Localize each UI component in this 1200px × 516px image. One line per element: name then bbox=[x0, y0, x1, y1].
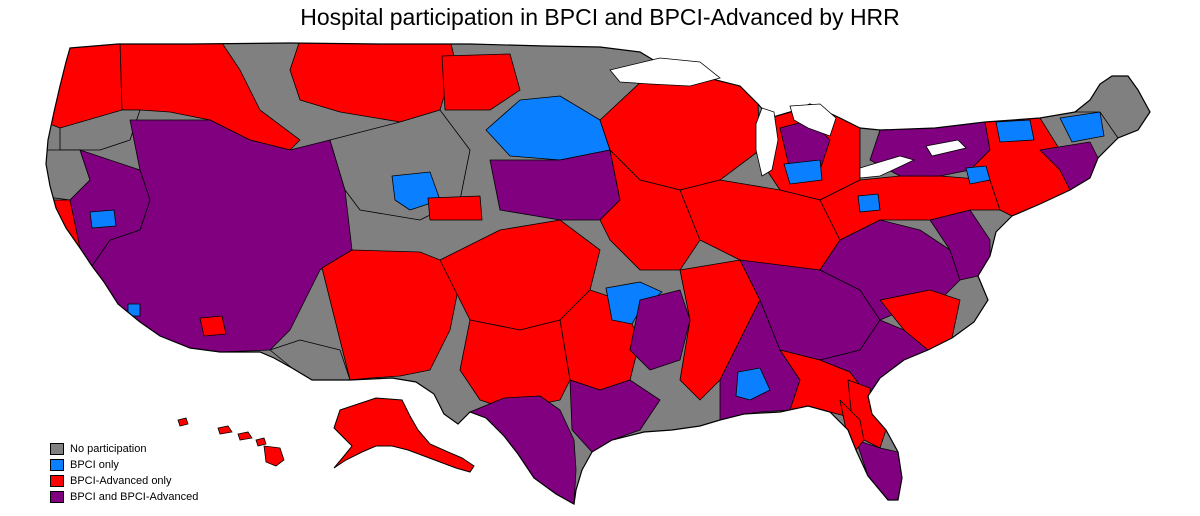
lake-michigan bbox=[755, 107, 779, 177]
hrr-region-blue bbox=[783, 159, 823, 185]
hawaii bbox=[177, 417, 285, 467]
lake-huron bbox=[789, 103, 837, 137]
legend: No participation BPCI only BPCI-Advanced… bbox=[50, 441, 250, 505]
hrr-region-blue bbox=[735, 367, 771, 401]
legend-swatch-bpci bbox=[50, 459, 64, 471]
legend-item-adv: BPCI-Advanced only bbox=[50, 473, 250, 489]
hrr-region-purple bbox=[569, 379, 661, 453]
hawaii-island-1 bbox=[177, 417, 189, 427]
contiguous-us bbox=[46, 43, 1150, 504]
hrr-region-blue bbox=[965, 165, 991, 185]
legend-label-none: No participation bbox=[70, 443, 147, 455]
lake-superior bbox=[609, 57, 721, 87]
legend-swatch-none bbox=[50, 443, 64, 455]
hrr-region-blue bbox=[857, 193, 881, 213]
hrr-region-purple bbox=[469, 395, 577, 504]
hrr-region-red bbox=[599, 149, 701, 271]
legend-label-both: BPCI and BPCI-Advanced bbox=[70, 491, 199, 503]
hawaii-island-4 bbox=[255, 437, 267, 447]
hrr-region-blue bbox=[995, 119, 1035, 143]
hawaii-island-big bbox=[263, 445, 285, 467]
hrr-region-red bbox=[839, 399, 865, 451]
us-outline bbox=[45, 42, 1151, 505]
legend-item-none: No participation bbox=[50, 441, 250, 457]
hawaii-island-3 bbox=[237, 431, 253, 441]
hrr-region-purple bbox=[629, 289, 691, 371]
legend-label-adv: BPCI-Advanced only bbox=[70, 475, 172, 487]
alaska-outline bbox=[333, 397, 475, 473]
hrr-region-blue bbox=[89, 209, 117, 229]
hrr-region-red bbox=[321, 249, 461, 381]
hrr-region-red bbox=[199, 315, 227, 337]
hrr-region-blue bbox=[1059, 111, 1105, 143]
legend-swatch-adv bbox=[50, 475, 64, 487]
lake-erie bbox=[859, 155, 916, 179]
page-title: Hospital participation in BPCI and BPCI-… bbox=[300, 4, 900, 30]
hrr-region-red bbox=[441, 53, 521, 111]
hrr-region-red bbox=[459, 319, 571, 411]
legend-swatch-both bbox=[50, 491, 64, 503]
hawaii-island-2 bbox=[217, 425, 233, 435]
lake-ontario bbox=[925, 139, 967, 157]
hrr-region-red bbox=[427, 195, 483, 221]
legend-label-bpci: BPCI only bbox=[70, 459, 119, 471]
legend-item-both: BPCI and BPCI-Advanced bbox=[50, 489, 250, 505]
legend-item-bpci: BPCI only bbox=[50, 457, 250, 473]
hrr-region-purple bbox=[489, 149, 621, 221]
great-lakes bbox=[609, 57, 967, 179]
